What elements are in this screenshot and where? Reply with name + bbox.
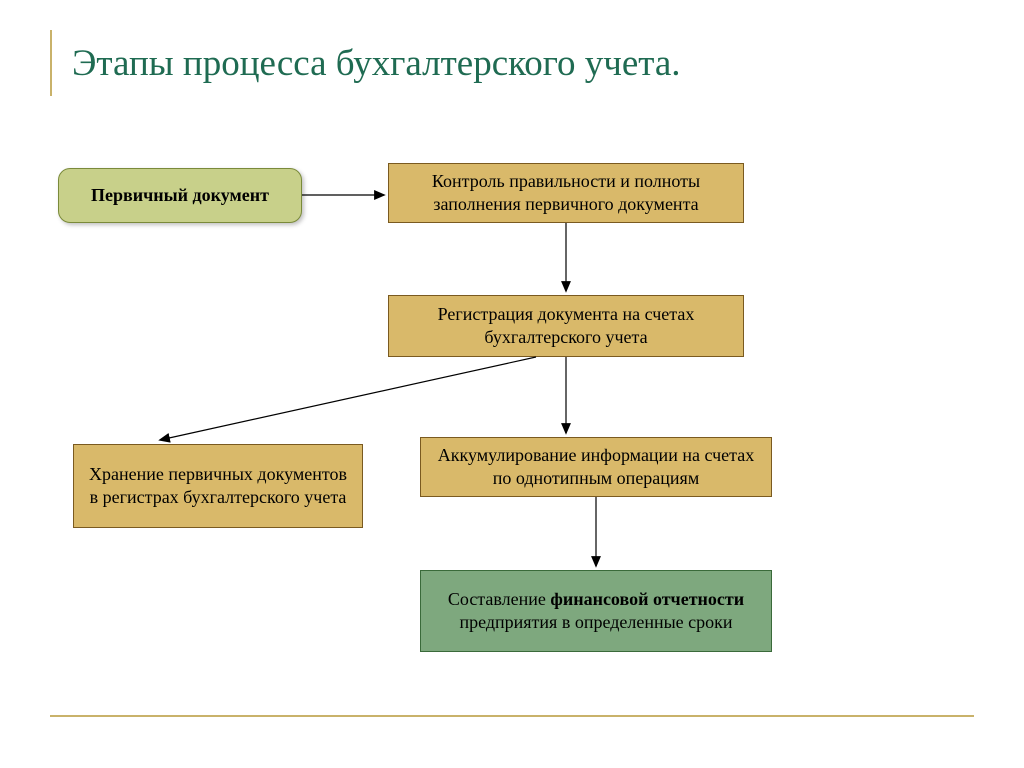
node-label: Хранение первичных документов в регистра… [84,463,352,510]
node-label: Аккумулирование информации на счетах по … [431,444,761,491]
node-accumulate: Аккумулирование информации на счетах по … [420,437,772,497]
text: предприятия в определенные сроки [459,612,732,632]
node-primary-document: Первичный документ [58,168,302,223]
node-storage: Хранение первичных документов в регистра… [73,444,363,528]
title-bar: Этапы процесса бухгалтерского учета. [50,30,681,96]
text-bold: финансовой отчетности [550,589,744,609]
node-label: Регистрация документа на счетах бухгалте… [399,303,733,350]
node-label: Составление финансовой отчетности предпр… [431,588,761,635]
node-label: Контроль правильности и полноты заполнен… [399,170,733,217]
node-register: Регистрация документа на счетах бухгалте… [388,295,744,357]
node-label: Первичный документ [91,184,269,207]
node-control: Контроль правильности и полноты заполнен… [388,163,744,223]
text: Составление [448,589,551,609]
bottom-divider [50,715,974,717]
flowchart-edges [0,0,1024,768]
slide: Этапы процесса бухгалтерского учета. Пер… [0,0,1024,768]
node-report: Составление финансовой отчетности предпр… [420,570,772,652]
page-title: Этапы процесса бухгалтерского учета. [72,42,681,86]
